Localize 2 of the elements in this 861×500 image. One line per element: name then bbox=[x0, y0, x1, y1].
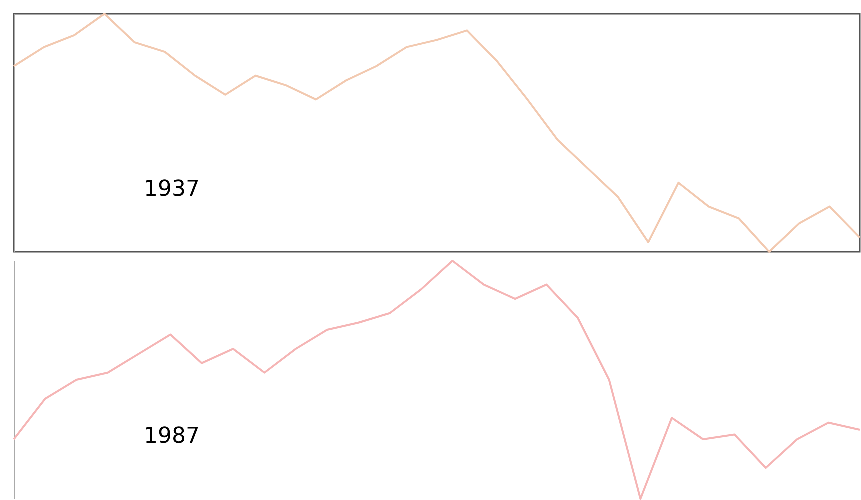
annotation: 1937 bbox=[144, 177, 200, 202]
annotation: 1987 bbox=[144, 424, 200, 449]
